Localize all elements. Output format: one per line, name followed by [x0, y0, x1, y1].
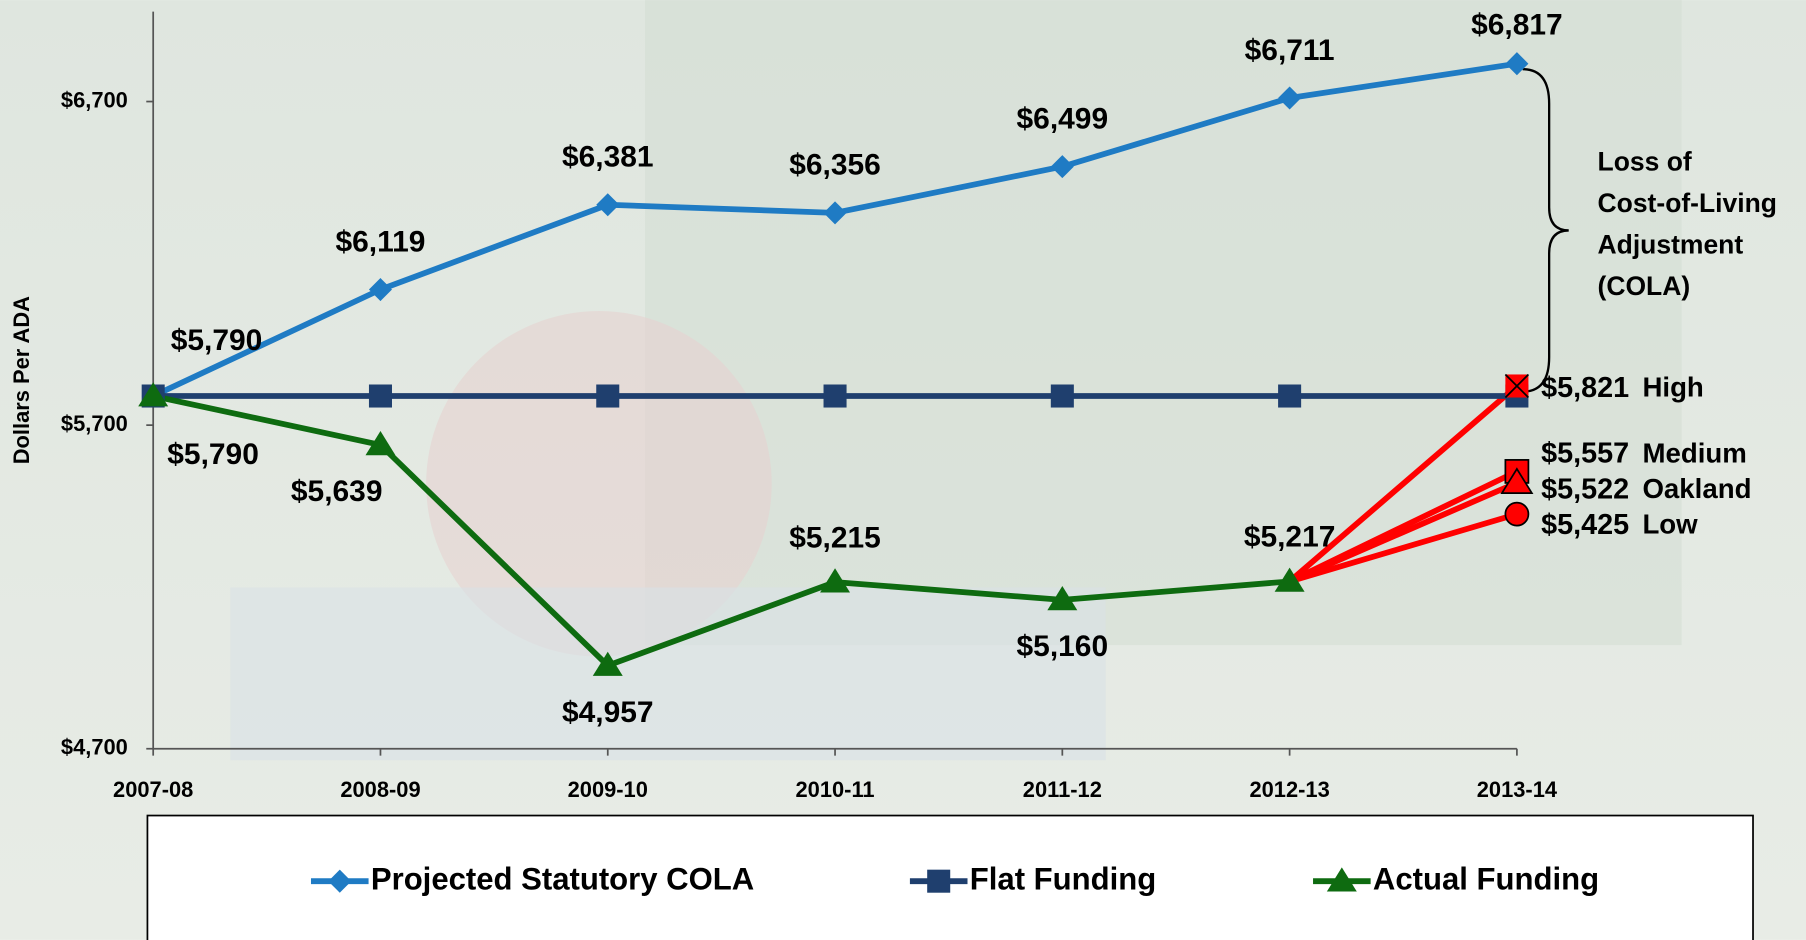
marker — [820, 568, 851, 593]
scenario-line — [1288, 480, 1519, 585]
data-label: $5,425 — [1541, 509, 1629, 541]
marker — [1504, 501, 1530, 527]
marker — [823, 384, 847, 408]
data-label: $6,711 — [1245, 34, 1335, 67]
marker — [1504, 373, 1530, 399]
scenario-line — [1288, 511, 1518, 585]
brace — [1522, 68, 1569, 393]
marker — [138, 382, 169, 407]
series-line — [152, 393, 1290, 669]
marker — [592, 651, 623, 676]
data-label: $5,557 — [1541, 438, 1629, 470]
marker — [368, 384, 392, 408]
marker — [1278, 384, 1302, 408]
marker — [1050, 155, 1074, 179]
books-decor — [230, 587, 1106, 761]
marker — [1047, 586, 1078, 611]
data-label: $6,381 — [562, 141, 654, 174]
marker — [596, 384, 620, 408]
x-tick-label: 2008-09 — [340, 777, 420, 802]
y-tick-label: $4,700 — [61, 735, 128, 760]
marker — [596, 193, 620, 217]
marker — [1326, 867, 1357, 892]
data-label: $5,215 — [789, 521, 881, 554]
marker — [823, 201, 847, 225]
annotation: Cost-of-Living — [1598, 188, 1777, 218]
x-tick-label: 2011-12 — [1023, 777, 1102, 802]
x-tick-label: 2010-11 — [796, 777, 875, 802]
chalkboard-decor — [645, 0, 1682, 646]
legend-label: Flat Funding — [970, 861, 1156, 896]
data-label: $6,817 — [1471, 9, 1563, 42]
y-tick-label: $6,700 — [61, 87, 128, 112]
data-label: $5,639 — [291, 475, 383, 508]
legend-label: Projected Statutory COLA — [371, 861, 754, 896]
annotation: Adjustment — [1598, 230, 1744, 260]
marker — [328, 869, 352, 893]
scenario-name: Oakland — [1642, 473, 1751, 504]
data-label: $5,217 — [1244, 521, 1336, 554]
data-label: $4,957 — [562, 696, 654, 729]
annotation: (COLA) — [1598, 271, 1691, 301]
scenario-name: Medium — [1642, 437, 1746, 468]
data-label: $5,160 — [1017, 630, 1109, 663]
data-label: $5,790 — [171, 324, 263, 357]
y-axis-label: Dollars Per ADA — [9, 296, 34, 464]
x-tick-label: 2013-14 — [1477, 777, 1558, 802]
scenario-name: Low — [1642, 509, 1698, 540]
x-tick-label: 2009-10 — [568, 777, 648, 802]
data-label: $5,790 — [167, 438, 259, 471]
marker — [365, 431, 396, 456]
x-tick-label: 2007-08 — [113, 777, 193, 802]
marker — [1274, 567, 1305, 592]
annotation: Loss of — [1598, 147, 1692, 177]
data-label: $6,119 — [336, 225, 426, 258]
data-label: $6,499 — [1017, 102, 1109, 135]
x-tick-label: 2012-13 — [1249, 777, 1329, 802]
marker — [1500, 467, 1534, 494]
y-tick-label: $5,700 — [61, 411, 128, 436]
marker — [1050, 384, 1074, 408]
scenario-line — [1287, 383, 1519, 584]
marker — [927, 869, 951, 893]
data-label: $5,821 — [1541, 372, 1629, 404]
data-label: $5,522 — [1541, 473, 1629, 505]
data-label: $6,356 — [789, 149, 881, 182]
legend-label: Actual Funding — [1373, 861, 1599, 896]
scenario-name: High — [1642, 372, 1703, 403]
